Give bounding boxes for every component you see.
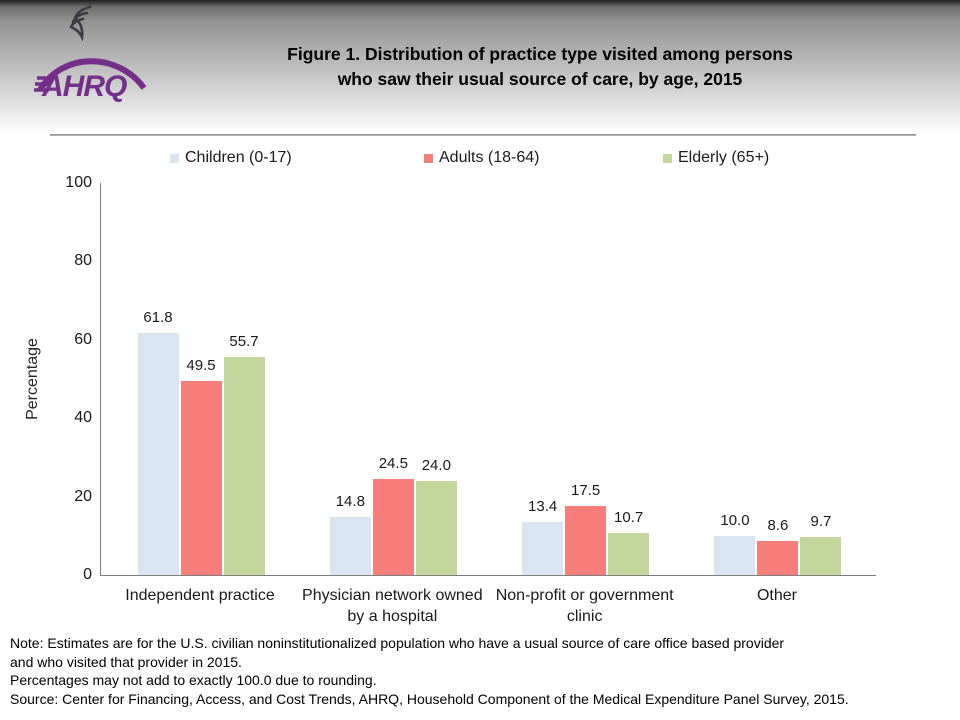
bar-column: 61.8 — [137, 308, 179, 575]
notes: Note: Estimates are for the U.S. civilia… — [10, 634, 955, 708]
ahrq-logo-arc — [33, 58, 147, 92]
bar — [757, 541, 799, 575]
header-divider — [50, 134, 916, 136]
bar-group: 61.8 49.5 55.7 — [137, 308, 265, 575]
bar — [372, 478, 414, 575]
bar-column: 24.5 — [372, 454, 414, 575]
y-axis-tick-label: 0 — [83, 566, 92, 583]
figure-title-line1: Figure 1. Distribution of practice type … — [287, 44, 793, 64]
bar — [223, 356, 265, 575]
bar-group: 13.4 17.5 10.7 — [522, 482, 650, 575]
note-line: Note: Estimates are for the U.S. civilia… — [10, 635, 785, 651]
bar-value-label: 13.4 — [528, 498, 558, 516]
y-axis-tick-label: 100 — [65, 174, 92, 191]
y-axis-tick-label: 80 — [74, 252, 92, 270]
y-axis-tick-label: 20 — [74, 487, 92, 505]
figure-title: Figure 1. Distribution of practice type … — [150, 42, 930, 92]
bar-value-label: 24.5 — [378, 454, 408, 472]
legend-swatch-icon — [663, 153, 672, 163]
bar-group: 10.0 8.6 9.7 — [714, 511, 842, 575]
x-axis-category-label: Physician network owned by a hospital — [302, 587, 483, 625]
y-axis-tick-labels: 0 20 40 60 80 100 — [0, 174, 92, 583]
ahrq-logo: AHRQ — [33, 46, 150, 106]
bar-column: 8.6 — [757, 517, 799, 575]
bar-column: 10.0 — [714, 511, 756, 575]
bar-column: 49.5 — [180, 356, 222, 575]
note-line: Percentages may not add to exactly 100.0… — [10, 672, 377, 688]
bar — [800, 536, 842, 575]
bar — [608, 533, 650, 575]
legend-label: Children (0-17) — [185, 149, 292, 166]
bar — [180, 380, 222, 575]
bar — [329, 516, 371, 575]
bar-value-label: 55.7 — [229, 332, 259, 350]
bar — [565, 506, 607, 575]
legend-swatch-icon — [424, 153, 433, 163]
bar-column: 10.7 — [608, 509, 650, 575]
chart-legend: Children (0-17) Adults (18-64) Elderly (65… — [0, 147, 960, 169]
bar-group: 14.8 24.5 24.0 — [329, 454, 457, 575]
legend-item: Adults (18-64) — [424, 147, 540, 169]
header-banner: AHRQ Figure 1. Distribution of practice … — [0, 0, 960, 134]
legend-label: Elderly (65+) — [678, 149, 770, 166]
bar — [714, 535, 756, 575]
y-axis-tick-label: 40 — [74, 409, 92, 427]
x-axis-category-label: Non-profit or government clinic — [495, 587, 674, 625]
bar-value-label: 14.8 — [335, 492, 365, 510]
bar-value-label: 10.7 — [614, 509, 644, 527]
bar-column: 17.5 — [565, 482, 607, 575]
x-axis-category-label: Independent practice — [125, 587, 275, 604]
bar-column: 9.7 — [800, 512, 842, 575]
note-line: and who visited that provider in 2015. — [10, 653, 242, 670]
x-axis-category-labels: Independent practice Physician network ow… — [100, 585, 875, 631]
bar-column: 24.0 — [415, 456, 457, 575]
legend-item: Elderly (65+) — [663, 147, 769, 169]
legend-item: Children (0-17) — [170, 147, 292, 169]
legend-swatch-icon — [170, 153, 179, 163]
ahrq-logo-text: AHRQ — [42, 70, 127, 103]
bar-column: 55.7 — [223, 332, 265, 575]
bar-value-label: 17.5 — [571, 482, 601, 500]
hhs-eagle-icon — [69, 5, 92, 42]
bar-value-label: 24.0 — [421, 456, 451, 474]
bar-value-label: 61.8 — [143, 308, 173, 326]
bar-value-label: 49.5 — [186, 356, 216, 374]
bar — [137, 332, 179, 575]
bar — [415, 480, 457, 575]
x-axis-category-label: Other — [756, 587, 797, 604]
y-axis-tick-label: 60 — [74, 330, 92, 348]
bar-column: 14.8 — [329, 492, 371, 575]
figure-title-line2: who saw their usual source of care, by a… — [337, 69, 743, 89]
plot-area: 61.8 49.5 55.7 14.8 24.5 24.0 13.4 17.5 10.7 10.0… — [100, 183, 876, 576]
bar-value-label: 9.7 — [810, 512, 832, 530]
note-line: Source: Center for Financing, Access, an… — [10, 690, 849, 707]
bar-value-label: 8.6 — [767, 517, 789, 535]
bar-value-label: 10.0 — [720, 511, 750, 529]
legend-label: Adults (18-64) — [439, 149, 540, 166]
bar-column: 13.4 — [522, 498, 564, 575]
bar — [522, 522, 564, 575]
